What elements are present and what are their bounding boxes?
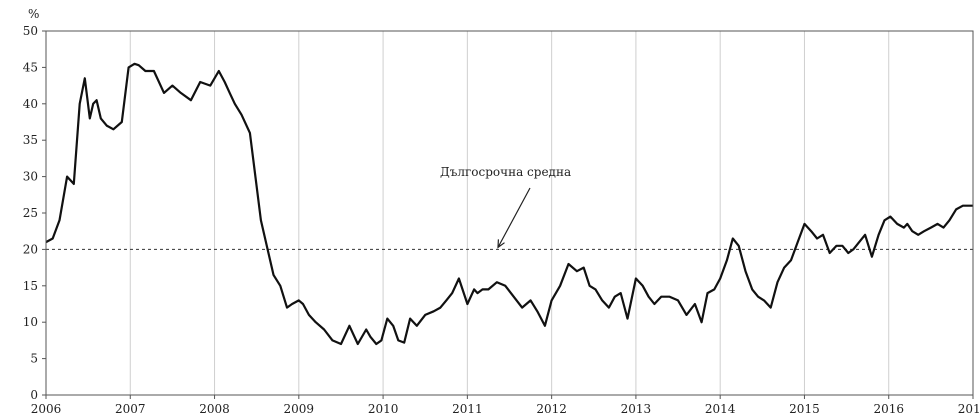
y-axis: 0 5 10 15 20 25 30 35 40 45 50 (23, 24, 46, 402)
y-tick-label: 45 (23, 60, 38, 74)
x-tick-label: 2016 (873, 402, 904, 416)
y-tick-label: 10 (23, 315, 38, 329)
y-tick-label: 20 (23, 242, 38, 256)
y-tick-label: 5 (30, 352, 38, 366)
series-line (45, 62, 973, 346)
y-tick-label: 25 (23, 206, 38, 220)
x-axis: 2006 2007 2008 2009 2010 2011 2012 2013 2014 2015… (31, 395, 979, 416)
x-tick-label: 2009 (284, 402, 315, 416)
x-tick-label: 2010 (368, 402, 399, 416)
x-tick-label: 2007 (115, 402, 146, 416)
x-tick-label: 2013 (621, 402, 652, 416)
grid (129, 31, 890, 395)
y-tick-label: 35 (23, 133, 38, 147)
x-tick-label: 2011 (452, 402, 483, 416)
x-tick-label: 2008 (199, 402, 230, 416)
x-tick-label: 2017 (958, 402, 979, 416)
x-tick-label: 2006 (31, 402, 62, 416)
y-axis-label: % (28, 7, 39, 21)
x-tick-label: 2012 (536, 402, 567, 416)
y-tick-label: 30 (23, 170, 38, 184)
x-tick-label: 2014 (705, 402, 736, 416)
y-tick-label: 50 (23, 24, 38, 38)
y-tick-label: 40 (23, 97, 38, 111)
plot-area (45, 30, 974, 396)
y-tick-label: 0 (30, 388, 38, 402)
annotation-label: Дългосрочна средна (440, 165, 571, 179)
y-tick-label: 15 (23, 279, 38, 293)
annotation-arrow (497, 187, 531, 249)
x-tick-label: 2015 (789, 402, 820, 416)
